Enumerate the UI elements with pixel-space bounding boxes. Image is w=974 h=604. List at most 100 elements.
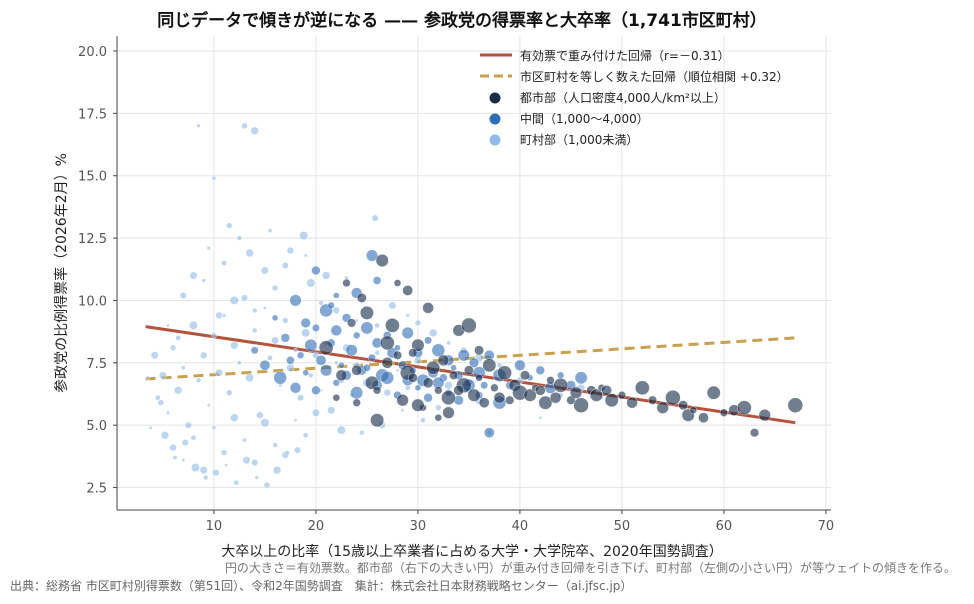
urban-point (475, 374, 483, 382)
rural-point (196, 377, 202, 383)
rural-point (175, 335, 181, 341)
urban-point (359, 305, 374, 320)
rural-point (260, 266, 269, 275)
rural-point (245, 373, 255, 383)
rural-point (429, 328, 438, 338)
urban-point (393, 279, 402, 287)
rural-point (229, 295, 239, 305)
rural-point (215, 368, 223, 377)
urban-point (549, 392, 562, 404)
rural-point (241, 294, 248, 302)
rural-point (538, 415, 543, 420)
rural-point (374, 350, 380, 356)
urban-point (604, 393, 619, 408)
middle-point (362, 363, 371, 372)
rural-point (169, 444, 177, 452)
rural-point (286, 246, 295, 255)
legend-marker-middle (489, 113, 501, 125)
rural-point (267, 354, 273, 361)
middle-point (332, 379, 340, 387)
middle-point (280, 333, 290, 343)
rural-point (212, 469, 220, 477)
urban-point (373, 386, 382, 395)
legend-label-middle: 中間（1,000〜4,000） (520, 111, 649, 126)
rural-point (181, 458, 186, 462)
footnote: 円の大きさ＝有効票数。都市部（右下の大きい円）が重み付き回帰を引き下げ、町村部（… (225, 560, 956, 575)
rural-point (444, 381, 453, 390)
middle-point (360, 321, 374, 335)
urban-point (434, 386, 443, 395)
urban-point (351, 364, 363, 376)
middle-point (289, 382, 302, 394)
rural-point (242, 437, 247, 443)
source-credit: 出典：総務省 市区町村別得票数（第51回）、令和2年国勢調査 集計：株式会社日本… (10, 578, 632, 593)
urban-point (318, 340, 334, 356)
urban-point (342, 278, 351, 288)
middle-point (311, 323, 320, 332)
urban-point (402, 285, 414, 296)
urban-point (408, 348, 418, 358)
middle-point (514, 359, 526, 371)
urban-point (478, 397, 490, 409)
rural-point (211, 332, 217, 339)
rural-point (254, 475, 259, 480)
rural-point (311, 408, 320, 417)
urban-point (678, 400, 688, 411)
urban-point (569, 386, 583, 399)
middle-point (366, 249, 379, 262)
rural-point (383, 389, 391, 397)
rural-point (150, 351, 159, 360)
rural-point (230, 341, 239, 350)
middle-point (271, 314, 279, 322)
rural-point (215, 311, 223, 320)
urban-point (573, 397, 589, 413)
middle-point (304, 338, 318, 352)
rural-point (374, 322, 380, 329)
rural-point (435, 404, 442, 411)
x-axis-label: 大卒以上の比率（15歳以上卒業者に占める大学・大学院卒、2020年国勢調査） (221, 543, 722, 560)
rural-point (400, 408, 405, 413)
urban-point (787, 397, 803, 413)
middle-point (250, 346, 259, 355)
legend-marker-urban (489, 92, 501, 104)
tick-labels: 10 20 30 40 50 60 70 2.5 5.0 7.5 10.0 12.5 15.0 17.5 2… (78, 45, 834, 534)
urban-point (635, 380, 650, 396)
urban-point (375, 253, 389, 267)
x-tick-label: 60 (716, 519, 733, 534)
rural-point (308, 372, 314, 378)
urban-point (737, 400, 752, 416)
urban-point (370, 413, 384, 428)
rural-point (334, 360, 339, 365)
urban-point (474, 345, 484, 356)
urban-point (467, 388, 481, 402)
urban-point (497, 365, 512, 381)
rural-point (405, 313, 410, 318)
middle-point (289, 294, 302, 307)
rural-point (267, 228, 273, 233)
rural-point (203, 475, 209, 481)
urban-point (463, 365, 474, 376)
urban-point (411, 338, 425, 352)
y-tick-label: 20.0 (78, 45, 107, 60)
rural-point (293, 418, 298, 423)
urban-point (689, 406, 697, 414)
x-tick-label: 20 (308, 519, 325, 534)
urban-point (422, 302, 434, 314)
middle-point (311, 385, 321, 395)
rural-point (157, 399, 165, 406)
urban-point (453, 384, 465, 396)
rural-point (190, 434, 197, 441)
urban-point (617, 391, 627, 400)
legend: 有効票で重み付けた回帰（r=－0.31） 市区町村を等しく数えた回帰（順位相関 … (480, 48, 789, 147)
middle-point (345, 344, 358, 357)
middle-point (286, 356, 295, 365)
grid (117, 36, 831, 510)
urban-point (396, 394, 409, 407)
middle-point (259, 359, 271, 371)
rural-point (158, 371, 167, 380)
urban-point (422, 377, 434, 389)
rural-point (224, 463, 228, 467)
rural-point (332, 306, 340, 315)
chart-title: 同じデータで傾きが逆になる —— 参政党の得票率と大卒率（1,741市区町村） (157, 10, 767, 31)
middle-point (483, 427, 495, 439)
